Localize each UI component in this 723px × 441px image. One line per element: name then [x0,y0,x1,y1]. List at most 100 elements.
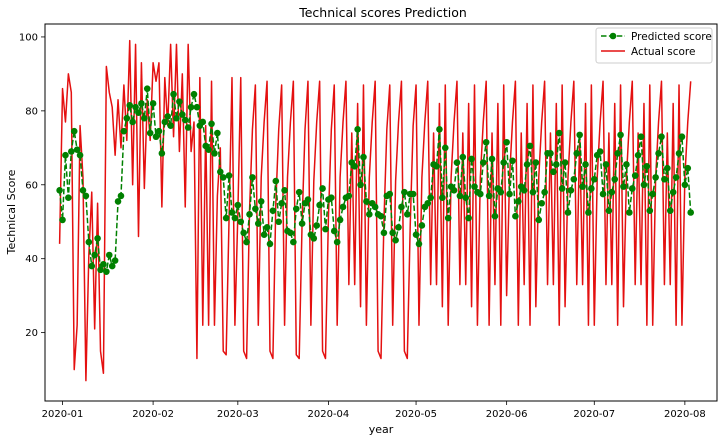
predicted-point [173,114,180,122]
predicted-point [97,266,104,274]
predicted-point [135,109,142,117]
predicted-point [187,103,195,111]
predicted-point [366,211,373,218]
x-tick-label: 2020-06 [486,409,528,420]
predicted-point [68,148,75,155]
predicted-point [336,216,344,224]
predicted-point [193,103,201,111]
legend-predicted-key [601,32,625,40]
y-axis: 20 40 60 80 100 [19,32,45,339]
predicted-point [640,181,648,189]
predicted-point [146,129,154,137]
predicted-point [313,222,321,229]
predicted-point [91,251,98,259]
predicted-point [208,120,215,128]
predicted-point [579,183,586,190]
predicted-point [389,229,396,237]
predicted-point [155,127,163,135]
actual-score-series [58,39,692,382]
predicted-point [634,151,642,159]
predicted-point [117,192,125,200]
predicted-point [310,235,318,242]
predicted-point [225,172,233,179]
predicted-point [246,211,253,218]
predicted-point [415,240,423,248]
predicted-point [103,268,110,275]
predicted-point [59,216,66,224]
predicted-point [643,163,651,170]
predicted-point [661,175,668,183]
predicted-point [623,161,630,168]
predicted-point [231,214,239,222]
predicted-point [652,174,659,181]
predicted-point [322,225,329,233]
predicted-point [570,175,578,183]
plot-frame [44,23,718,402]
predicted-point [357,181,364,189]
predicted-point [377,212,385,220]
predicted-point [433,163,440,170]
predicted-point [529,188,537,196]
predicted-point [205,146,212,153]
predicted-point [56,187,63,194]
plot-area [56,39,694,382]
predicted-point [482,138,490,146]
predicted-point [456,192,464,200]
y-tick-label: 80 [25,106,38,117]
predicted-point [637,133,645,141]
chart-title: Technical scores Prediction [298,5,467,20]
predicted-point [339,203,347,211]
predicted-point [263,223,271,231]
predicted-point [512,212,519,220]
predicted-point [459,153,467,161]
predicted-point [550,168,557,176]
predicted-point [590,175,598,183]
predicted-point [471,183,478,190]
predicted-point [398,203,405,211]
predicted-point [664,164,671,172]
predicted-point [491,212,499,220]
predicted-point [395,223,402,231]
y-axis-label: Technical Score [5,169,18,255]
predicted-point [252,205,259,213]
predicted-point [333,238,341,246]
predicted-point [468,155,475,163]
predicted-point [687,209,694,216]
predicted-point [573,150,581,157]
x-tick-label: 2020-07 [573,409,615,420]
predicted-point [170,90,177,98]
predicted-point [465,214,472,222]
predicted-point [304,196,312,203]
predicted-point [237,218,245,226]
x-tick-label: 2020-01 [42,409,84,420]
predicted-point [120,127,128,135]
y-tick-label: 60 [25,180,38,191]
predicted-point [184,124,192,131]
predicted-point [386,190,394,198]
predicted-point [436,126,443,133]
predicted-point [240,229,247,237]
predicted-point [164,113,172,120]
predicted-point [655,150,662,157]
predicted-point [219,174,227,181]
predicted-point [158,150,166,157]
predicted-point [181,116,189,124]
predicted-point [243,238,250,246]
predicted-point [588,185,595,192]
predicted-point [626,209,633,216]
predicted-point [345,192,353,200]
predicted-point [211,150,218,157]
predicted-point [500,159,508,166]
x-tick-label: 2020-04 [308,409,350,420]
predicted-point [190,90,198,98]
predicted-point [328,194,335,202]
predicted-point [617,131,624,139]
predicted-point [523,161,531,168]
predicted-point [143,85,151,92]
predicted-point [73,146,81,153]
predicted-point [222,214,230,222]
legend-actual-label: Actual score [631,46,695,58]
predicted-point [392,236,399,244]
predicted-point [605,207,613,214]
